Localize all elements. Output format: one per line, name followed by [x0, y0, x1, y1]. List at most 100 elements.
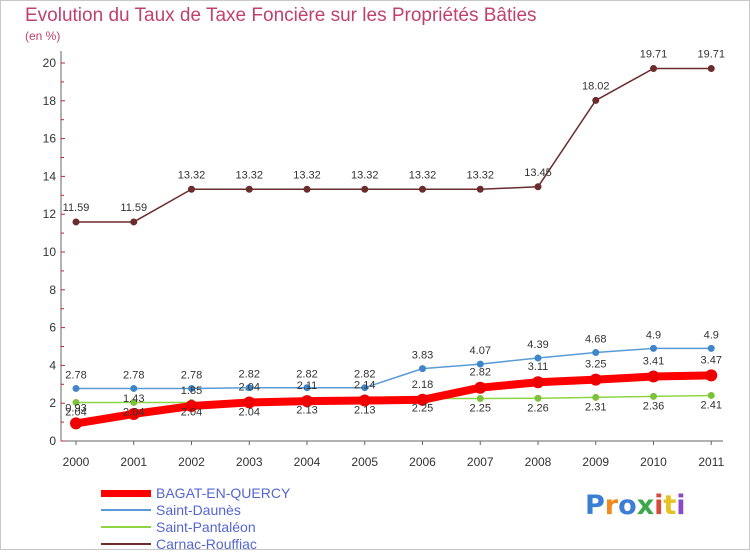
data-label: 4.68 [585, 334, 606, 346]
x-tick-label: 2008 [525, 455, 552, 469]
series-line [72, 371, 716, 428]
x-tick-label: 2002 [178, 455, 205, 469]
y-tick-label: 6 [49, 321, 56, 335]
data-point [70, 417, 82, 430]
data-label: 11.59 [120, 202, 147, 214]
x-tick-label: 2001 [120, 455, 147, 469]
data-label: 13.45 [524, 167, 552, 179]
data-label: 2.36 [643, 400, 664, 412]
chart-title: Evolution du Taux de Taxe Foncière sur l… [25, 5, 537, 26]
logo-letter: i [654, 490, 664, 521]
data-point [592, 393, 600, 401]
data-label: 4.07 [470, 345, 491, 357]
logo-letter: i [676, 490, 686, 521]
data-point [476, 394, 484, 402]
y-tick-label: 16 [43, 132, 57, 146]
data-label: 2.78 [65, 369, 86, 381]
legend-label: Carnac-Rouffiac [156, 536, 257, 552]
x-tick-label: 2010 [640, 455, 667, 469]
data-point [72, 398, 80, 406]
x-tick-label: 2007 [467, 455, 494, 469]
data-point [650, 344, 657, 352]
data-label: 3.41 [643, 356, 664, 368]
data-point [476, 360, 484, 368]
series-line [75, 67, 712, 223]
x-tick-label: 2006 [409, 455, 436, 469]
y-tick-label: 20 [43, 56, 57, 70]
x-tick-label: 2004 [294, 455, 321, 469]
data-label: 1.43 [123, 393, 144, 405]
data-label: 2.78 [123, 369, 144, 381]
data-point [589, 373, 602, 386]
line-chart: 0 2 4 6 8 10 12 14 16 18 20 2000 2001 2002 2003 2004 200… [43, 48, 725, 469]
y-tick-label: 18 [43, 94, 57, 108]
data-label: 2.14 [354, 380, 375, 392]
y-tick-label: 4 [49, 358, 56, 372]
y-tick-label: 2 [49, 396, 56, 410]
data-label: 2.41 [701, 399, 722, 411]
data-point [419, 185, 426, 193]
data-point [592, 96, 600, 104]
data-point [416, 393, 429, 406]
data-label: 13.32 [466, 169, 494, 181]
data-point [303, 185, 311, 193]
legend-swatch [101, 526, 151, 528]
y-tick-label: 12 [43, 207, 57, 221]
data-point [534, 183, 542, 191]
data-point [534, 354, 542, 362]
legend-label: Saint-Pantaléon [156, 519, 256, 535]
data-label: 13.32 [409, 169, 437, 181]
data-point [707, 344, 715, 352]
data-point [245, 185, 253, 193]
data-label: 13.32 [178, 169, 206, 181]
y-tick-label: 10 [43, 245, 57, 259]
data-label: 1.85 [181, 385, 202, 397]
logo-letter: x [636, 490, 655, 521]
data-label: 2.11 [297, 380, 318, 392]
data-point [130, 218, 138, 226]
x-tick-label: 2005 [351, 455, 378, 469]
data-point [419, 365, 426, 373]
data-point [130, 398, 138, 406]
data-label: 4.9 [646, 329, 661, 341]
data-label: 2.04 [123, 406, 144, 418]
data-point [532, 376, 544, 389]
data-label: 2.04 [181, 406, 202, 418]
data-point [707, 64, 715, 72]
y-tick-label: 0 [49, 434, 56, 448]
logo-letter: o [618, 490, 637, 521]
data-point [361, 384, 369, 392]
x-tick-label: 2011 [698, 455, 724, 469]
data-label: 19.71 [697, 48, 725, 60]
legend-label: Saint-Daunès [156, 502, 241, 518]
data-point [130, 384, 138, 392]
data-point [245, 384, 253, 392]
data-label: 2.82 [296, 369, 317, 381]
data-label: 2.25 [412, 402, 433, 414]
legend-swatch [101, 490, 151, 497]
legend-swatch [101, 543, 151, 545]
data-point [650, 392, 657, 400]
data-point [243, 396, 256, 409]
logo-letter: t [663, 490, 677, 521]
data-label: 2.18 [412, 379, 433, 391]
proxiti-logo: Proxiti [585, 490, 686, 521]
data-label: 3.83 [412, 350, 433, 362]
data-label: 2.04 [239, 406, 260, 418]
data-label: 2.26 [527, 402, 548, 414]
legend-swatch [101, 509, 151, 511]
data-point [301, 395, 313, 408]
data-point [534, 394, 542, 402]
logo-letter: P [585, 490, 605, 521]
series-line [75, 347, 712, 390]
legend-label: BAGAT-EN-QUERCY [156, 485, 291, 501]
data-point [185, 400, 198, 413]
data-point [188, 384, 195, 392]
data-point [72, 384, 80, 392]
data-label: 0.93 [65, 402, 86, 414]
data-point [592, 349, 600, 357]
data-label: 3.11 [528, 361, 549, 373]
data-label: 2.82 [470, 367, 491, 379]
data-label: 3.47 [701, 354, 722, 366]
